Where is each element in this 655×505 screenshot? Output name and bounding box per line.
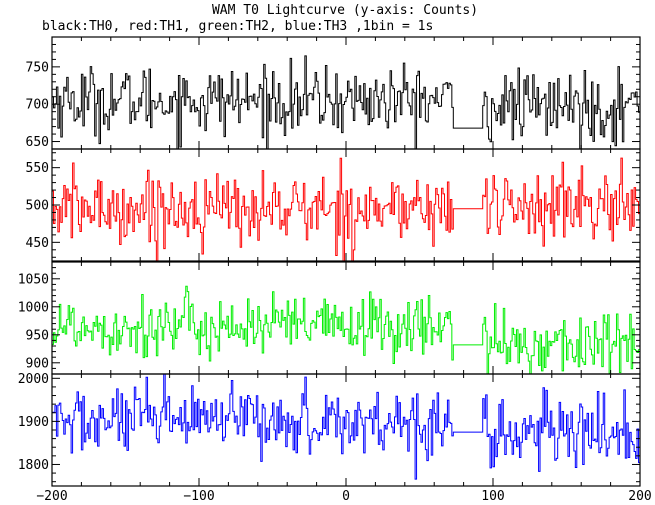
- chart-title: WAM T0 Lightcurve (y-axis: Counts): [212, 3, 478, 18]
- chart-subtitle: black:TH0, red:TH1, green:TH2, blue:TH3 …: [42, 19, 433, 34]
- panel-th3: 1800 1900 2000: [18, 372, 641, 487]
- x-tick-label: −100: [183, 489, 214, 504]
- y-tick-label: 500: [26, 199, 49, 214]
- y-tick-label: 750: [26, 60, 49, 75]
- y-tick-label: 700: [26, 98, 49, 113]
- series-line-th0: [52, 55, 640, 149]
- y-tick-label: 900: [26, 356, 49, 371]
- x-tick-label: 100: [481, 489, 504, 504]
- y-tick-label: 1050: [18, 272, 49, 287]
- y-tick-label: 950: [26, 328, 49, 343]
- series-line-th2: [52, 285, 640, 374]
- panel-th0: 650 700 750: [26, 36, 641, 150]
- panel-frame: [51, 261, 641, 375]
- x-tick-label: 0: [342, 489, 350, 504]
- y-tick-label: 650: [26, 135, 49, 150]
- x-axis: −200 −100 0 100 200: [36, 489, 651, 504]
- series-line-th1: [52, 157, 640, 261]
- y-tick-label: 550: [26, 161, 49, 176]
- panel-frame: [51, 36, 641, 150]
- x-tick-label: −200: [36, 489, 67, 504]
- panel-th2: 900 950 1000 1050: [18, 261, 641, 375]
- y-tick-label: 1000: [18, 300, 49, 315]
- series-line-th3: [52, 374, 640, 480]
- x-tick-label: 200: [628, 489, 651, 504]
- y-tick-label: 2000: [18, 372, 49, 387]
- y-tick-label: 450: [26, 236, 49, 251]
- panels-group: 650 700 750 450 500 550 900 950 1000 1050 1800 1900…: [18, 36, 641, 487]
- y-tick-label: 1900: [18, 415, 49, 430]
- y-tick-label: 1800: [18, 458, 49, 473]
- panel-th1: 450 500 550: [26, 148, 641, 262]
